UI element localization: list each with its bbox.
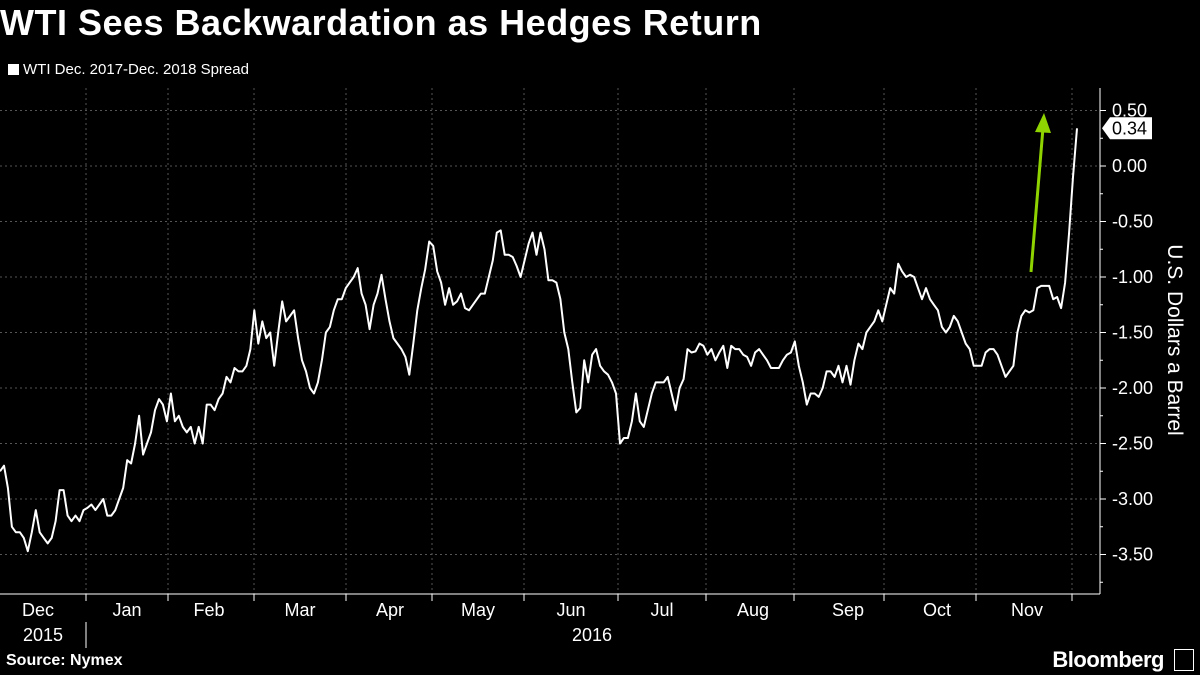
- y-tick-label: -2.50: [1112, 434, 1153, 454]
- y-tick-label: 0.00: [1112, 156, 1147, 176]
- annotation-arrow-head: [1035, 113, 1051, 133]
- y-axis-title: U.S. Dollars a Barrel: [1163, 244, 1186, 435]
- y-tick-label: -0.50: [1112, 212, 1153, 232]
- x-month-label: Apr: [376, 600, 404, 620]
- x-month-label: Jan: [112, 600, 141, 620]
- x-month-label: Jun: [556, 600, 585, 620]
- legend-label: WTI Dec. 2017-Dec. 2018 Spread: [23, 61, 249, 78]
- y-tick-label: -2.00: [1112, 378, 1153, 398]
- y-tick-label: -3.00: [1112, 489, 1153, 509]
- y-tick-label: 0.50: [1112, 101, 1147, 121]
- x-year-label: 2015: [23, 625, 63, 645]
- x-month-label: Oct: [923, 600, 951, 620]
- series-line: [0, 128, 1078, 553]
- source-note: Source: Nymex: [6, 652, 123, 669]
- x-month-label: Aug: [737, 600, 769, 620]
- annotation-arrow-shaft: [1029, 127, 1045, 273]
- x-year-label: 2016: [572, 625, 612, 645]
- x-month-label: Sep: [832, 600, 864, 620]
- last-value-box: [1102, 117, 1152, 140]
- x-month-label: Feb: [193, 600, 224, 620]
- x-month-label: Nov: [1011, 600, 1043, 620]
- bloomberg-mark-icon: [1174, 649, 1194, 671]
- y-tick-label: -3.50: [1112, 545, 1153, 565]
- x-month-label: Mar: [285, 600, 316, 620]
- bloomberg-logo: Bloomberg: [1052, 647, 1164, 672]
- legend: WTI Dec. 2017-Dec. 2018 Spread: [8, 61, 249, 78]
- y-tick-label: -1.00: [1112, 267, 1153, 287]
- legend-swatch: [8, 64, 19, 75]
- x-month-label: May: [461, 600, 495, 620]
- chart-title: WTI Sees Backwardation as Hedges Return: [0, 2, 762, 43]
- y-tick-label: -1.50: [1112, 323, 1153, 343]
- x-month-label: Jul: [650, 600, 673, 620]
- x-month-label: Dec: [22, 600, 54, 620]
- last-value-label: 0.34: [1112, 118, 1147, 138]
